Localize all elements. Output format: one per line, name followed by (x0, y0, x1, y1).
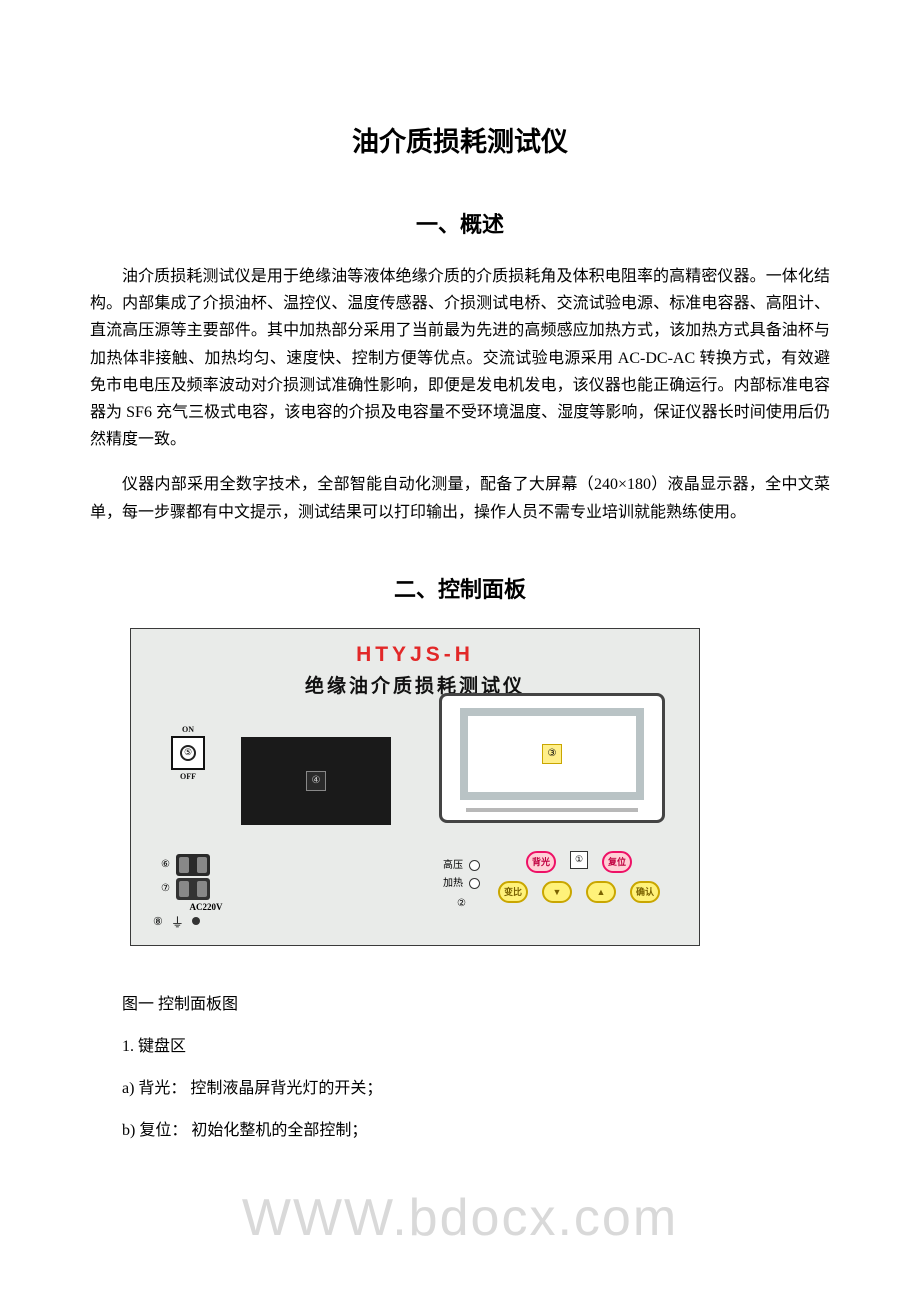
up-button[interactable]: ▲ (586, 881, 616, 903)
printer: ③ (439, 693, 665, 823)
section2-heading: 二、控制面板 (90, 572, 830, 604)
backlight-button[interactable]: 背光 (526, 851, 556, 873)
overview-para2: 仪器内部采用全数字技术，全部智能自动化测量，配备了大屏幕（240×180）液晶显… (90, 471, 830, 525)
power-badge-5: ⑤ (180, 745, 196, 761)
panel-model: HTYJS-H (131, 643, 699, 667)
heat-led (469, 878, 480, 889)
fuse-holder[interactable] (176, 854, 210, 876)
lcd-badge-4: ④ (306, 771, 326, 791)
printer-badge-3: ③ (542, 744, 562, 764)
heat-label: 加热 (443, 875, 463, 893)
indicator-badge-2: ② (457, 895, 466, 913)
figure-caption: 图一 控制面板图 (90, 990, 830, 1014)
power-socket[interactable] (176, 878, 210, 900)
list-a: a) 背光： 控制液晶屏背光灯的开关； (90, 1074, 830, 1098)
hv-led (469, 860, 480, 871)
hv-label: 高压 (443, 857, 463, 875)
ac220v-label: AC220V (161, 902, 251, 912)
list-1: 1. 键盘区 (90, 1032, 830, 1056)
keypad-badge-1: ① (570, 851, 588, 869)
printer-slot (466, 808, 638, 812)
list-b: b) 复位： 初始化整机的全部控制； (90, 1116, 830, 1140)
power-on-label: ON (163, 725, 213, 734)
reset-button[interactable]: 复位 (602, 851, 632, 873)
watermark: WWW.bdocx.com (242, 1188, 678, 1248)
ground-badge-8: ⑧ (153, 915, 163, 928)
doc-title: 油介质损耗测试仪 (90, 120, 830, 159)
fuse-badge-6: ⑥ (161, 859, 170, 870)
section1-heading: 一、概述 (90, 207, 830, 239)
confirm-button[interactable]: 确认 (630, 881, 660, 903)
power-switch[interactable]: ⑤ (171, 736, 205, 770)
overview-para1: 油介质损耗测试仪是用于绝缘油等液体绝缘介质的介质损耗角及体积电阻率的高精密仪器。… (90, 263, 830, 453)
power-switch-block: ON ⑤ OFF (163, 725, 213, 781)
ground-icon: ⏚ (171, 912, 184, 931)
fuse-block: ⑥ ⑦ AC220V (161, 854, 251, 912)
power-off-label: OFF (163, 772, 213, 781)
ratio-button[interactable]: 变比 (498, 881, 528, 903)
printer-screen: ③ (460, 708, 644, 800)
fuse-badge-7: ⑦ (161, 883, 170, 894)
keypad: 背光 ① 复位 变比 ▼ ▲ 确认 (489, 851, 669, 917)
indicator-block: 高压 加热 ② (443, 857, 480, 913)
lcd-screen: ④ (241, 737, 391, 825)
ground-terminal[interactable] (192, 917, 200, 925)
ground-row: ⑧ ⏚ (153, 912, 200, 931)
down-button[interactable]: ▼ (542, 881, 572, 903)
control-panel-figure: HTYJS-H 绝缘油介质损耗测试仪 ON ⑤ OFF ④ ③ ⑥ (130, 628, 700, 946)
